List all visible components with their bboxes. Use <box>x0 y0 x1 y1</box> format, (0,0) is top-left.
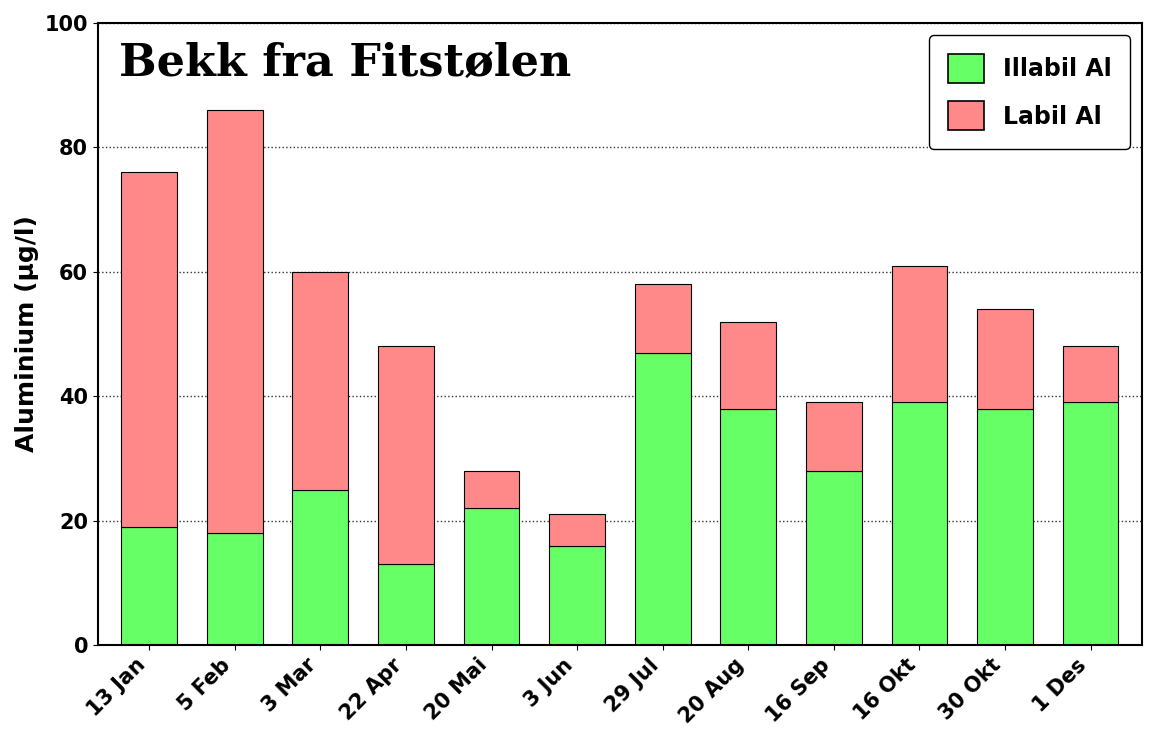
Bar <box>293 272 348 490</box>
Bar <box>1063 402 1119 645</box>
Bar <box>121 172 177 527</box>
Y-axis label: Aluminium (µg/l): Aluminium (µg/l) <box>15 216 39 453</box>
Bar <box>207 533 263 645</box>
Bar <box>978 409 1033 645</box>
Bar <box>550 514 605 545</box>
Bar <box>293 490 348 645</box>
Bar <box>378 347 434 564</box>
Bar <box>721 409 776 645</box>
Bar <box>464 471 519 508</box>
Bar <box>550 545 605 645</box>
Bar <box>1063 347 1119 402</box>
Bar <box>806 402 862 471</box>
Bar <box>207 110 263 533</box>
Bar <box>464 508 519 645</box>
Bar <box>978 309 1033 409</box>
Text: Bekk fra Fitstølen: Bekk fra Fitstølen <box>119 42 570 85</box>
Legend: Illabil Al, Labil Al: Illabil Al, Labil Al <box>929 35 1130 149</box>
Bar <box>806 471 862 645</box>
Bar <box>892 266 948 402</box>
Bar <box>121 527 177 645</box>
Bar <box>635 352 691 645</box>
Bar <box>635 284 691 352</box>
Bar <box>378 564 434 645</box>
Bar <box>721 321 776 409</box>
Bar <box>892 402 948 645</box>
